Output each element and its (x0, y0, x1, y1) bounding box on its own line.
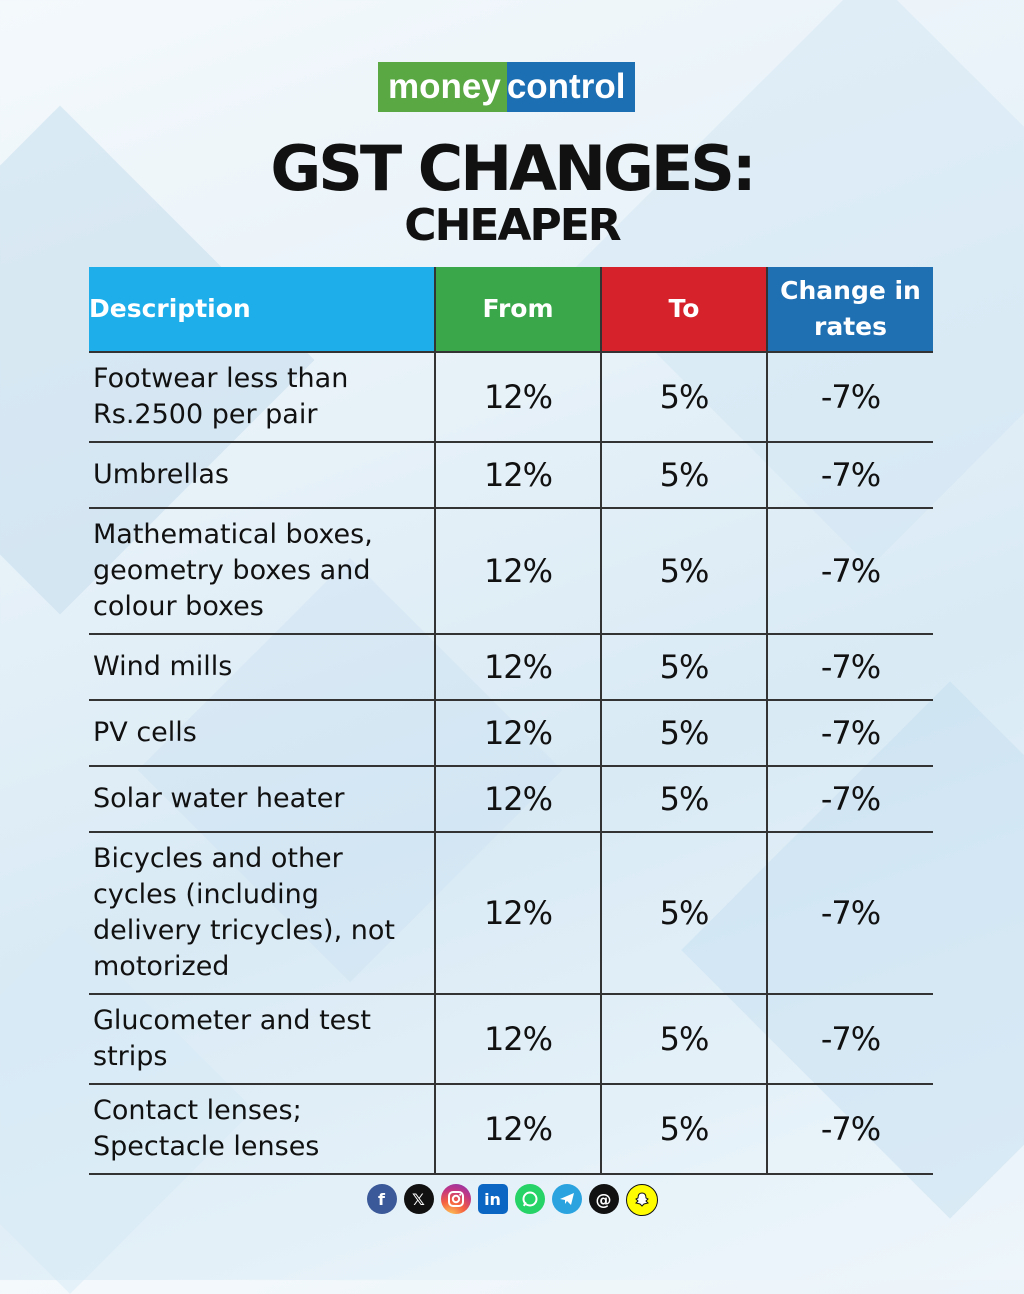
cell-to: 5% (600, 442, 767, 509)
social-icons-bar: f 𝕏 in @ (0, 1184, 1024, 1216)
table-row: Wind mills 12% 5% -7% (89, 634, 933, 701)
table-row: PV cells 12% 5% -7% (89, 700, 933, 767)
table-row: Bicycles and other cycles (including del… (89, 832, 933, 995)
cell-description: Bicycles and other cycles (including del… (89, 832, 435, 995)
x-icon[interactable]: 𝕏 (403, 1184, 434, 1214)
header-description: Description (89, 267, 435, 353)
table-header-row: Description From To Change in rates (89, 267, 933, 353)
linkedin-icon[interactable]: in (477, 1184, 508, 1214)
moneycontrol-logo: money control (378, 62, 636, 112)
facebook-icon[interactable]: f (366, 1184, 397, 1214)
cell-change: -7% (766, 508, 933, 635)
cell-description: PV cells (89, 700, 435, 767)
logo-part-money: money (378, 62, 507, 112)
cell-change: -7% (766, 634, 933, 701)
table-row: Solar water heater 12% 5% -7% (89, 766, 933, 833)
cell-change: -7% (766, 832, 933, 995)
cell-from: 12% (434, 1084, 601, 1175)
cell-to: 5% (600, 766, 767, 833)
header-change-in-rates: Change in rates (766, 267, 933, 353)
cell-description: Mathematical boxes, geometry boxes and c… (89, 508, 435, 635)
threads-icon[interactable]: @ (588, 1184, 619, 1214)
whatsapp-icon[interactable] (514, 1184, 545, 1214)
cell-description: Umbrellas (89, 442, 435, 509)
cell-to: 5% (600, 994, 767, 1085)
cell-from: 12% (434, 442, 601, 509)
cell-change: -7% (766, 1084, 933, 1175)
cell-from: 12% (434, 832, 601, 995)
cell-from: 12% (434, 700, 601, 767)
cell-to: 5% (600, 508, 767, 635)
cell-description: Solar water heater (89, 766, 435, 833)
cell-from: 12% (434, 766, 601, 833)
table-row: Glucometer and test strips 12% 5% -7% (89, 994, 933, 1085)
page-title: GST CHANGES: (270, 132, 756, 205)
cell-to: 5% (600, 352, 767, 443)
cell-from: 12% (434, 634, 601, 701)
cell-to: 5% (600, 700, 767, 767)
page-subtitle: CHEAPER (404, 200, 621, 251)
cell-change: -7% (766, 766, 933, 833)
table-row: Contact lenses; Spectacle lenses 12% 5% -7% (89, 1084, 933, 1175)
cell-description: Wind mills (89, 634, 435, 701)
snapchat-icon[interactable] (625, 1184, 658, 1216)
cell-description: Glucometer and test strips (89, 994, 435, 1085)
cell-to: 5% (600, 634, 767, 701)
table-row: Umbrellas 12% 5% -7% (89, 442, 933, 509)
cell-from: 12% (434, 994, 601, 1085)
telegram-icon[interactable] (551, 1184, 582, 1214)
cell-from: 12% (434, 508, 601, 635)
cell-change: -7% (766, 994, 933, 1085)
cell-description: Footwear less than Rs.2500 per pair (89, 352, 435, 443)
instagram-icon[interactable] (440, 1184, 471, 1214)
cell-from: 12% (434, 352, 601, 443)
gst-table: Description From To Change in rates Foot… (89, 267, 933, 1175)
cell-change: -7% (766, 352, 933, 443)
cell-to: 5% (600, 832, 767, 995)
cell-change: -7% (766, 442, 933, 509)
cell-description: Contact lenses; Spectacle lenses (89, 1084, 435, 1175)
cell-to: 5% (600, 1084, 767, 1175)
table-row: Footwear less than Rs.2500 per pair 12% 5%… (89, 352, 933, 443)
table-row: Mathematical boxes, geometry boxes and c… (89, 508, 933, 635)
header-from: From (434, 267, 601, 353)
logo-part-control: control (506, 62, 636, 112)
header-to: To (600, 267, 767, 353)
cell-change: -7% (766, 700, 933, 767)
